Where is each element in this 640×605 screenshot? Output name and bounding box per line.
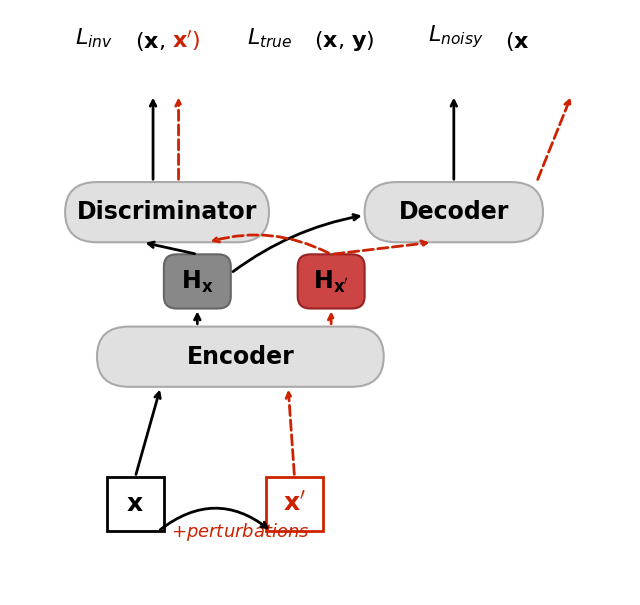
Text: $\mathbf{x'}$: $\mathbf{x'}$ (283, 492, 306, 516)
Bar (106, 477, 164, 531)
FancyBboxPatch shape (298, 254, 365, 309)
Text: $\mathbf{H_x}$: $\mathbf{H_x}$ (181, 269, 214, 295)
Text: $L_{true}$: $L_{true}$ (246, 26, 292, 50)
Text: Decoder: Decoder (399, 200, 509, 224)
Text: ($\mathbf{x}$, $\mathbf{y}$): ($\mathbf{x}$, $\mathbf{y}$) (314, 28, 374, 53)
Text: ($\mathbf{x}$: ($\mathbf{x}$ (505, 30, 529, 53)
Text: $\mathbf{x}$: $\mathbf{x}$ (126, 492, 144, 516)
Text: ($\mathbf{x}$,: ($\mathbf{x}$, (135, 30, 165, 53)
Text: $L_{inv}$: $L_{inv}$ (75, 26, 113, 50)
Text: $L_{noisy}$: $L_{noisy}$ (428, 23, 484, 50)
Text: $\mathbf{x'})$: $\mathbf{x'})$ (172, 28, 200, 53)
Text: $\mathbf{H_{x'}}$: $\mathbf{H_{x'}}$ (313, 269, 349, 295)
Text: Discriminator: Discriminator (77, 200, 257, 224)
Bar (266, 477, 323, 531)
FancyBboxPatch shape (164, 254, 231, 309)
Text: $+perturbations$: $+perturbations$ (171, 522, 310, 543)
FancyBboxPatch shape (97, 327, 384, 387)
FancyBboxPatch shape (65, 182, 269, 242)
Text: Encoder: Encoder (186, 345, 294, 368)
FancyBboxPatch shape (365, 182, 543, 242)
